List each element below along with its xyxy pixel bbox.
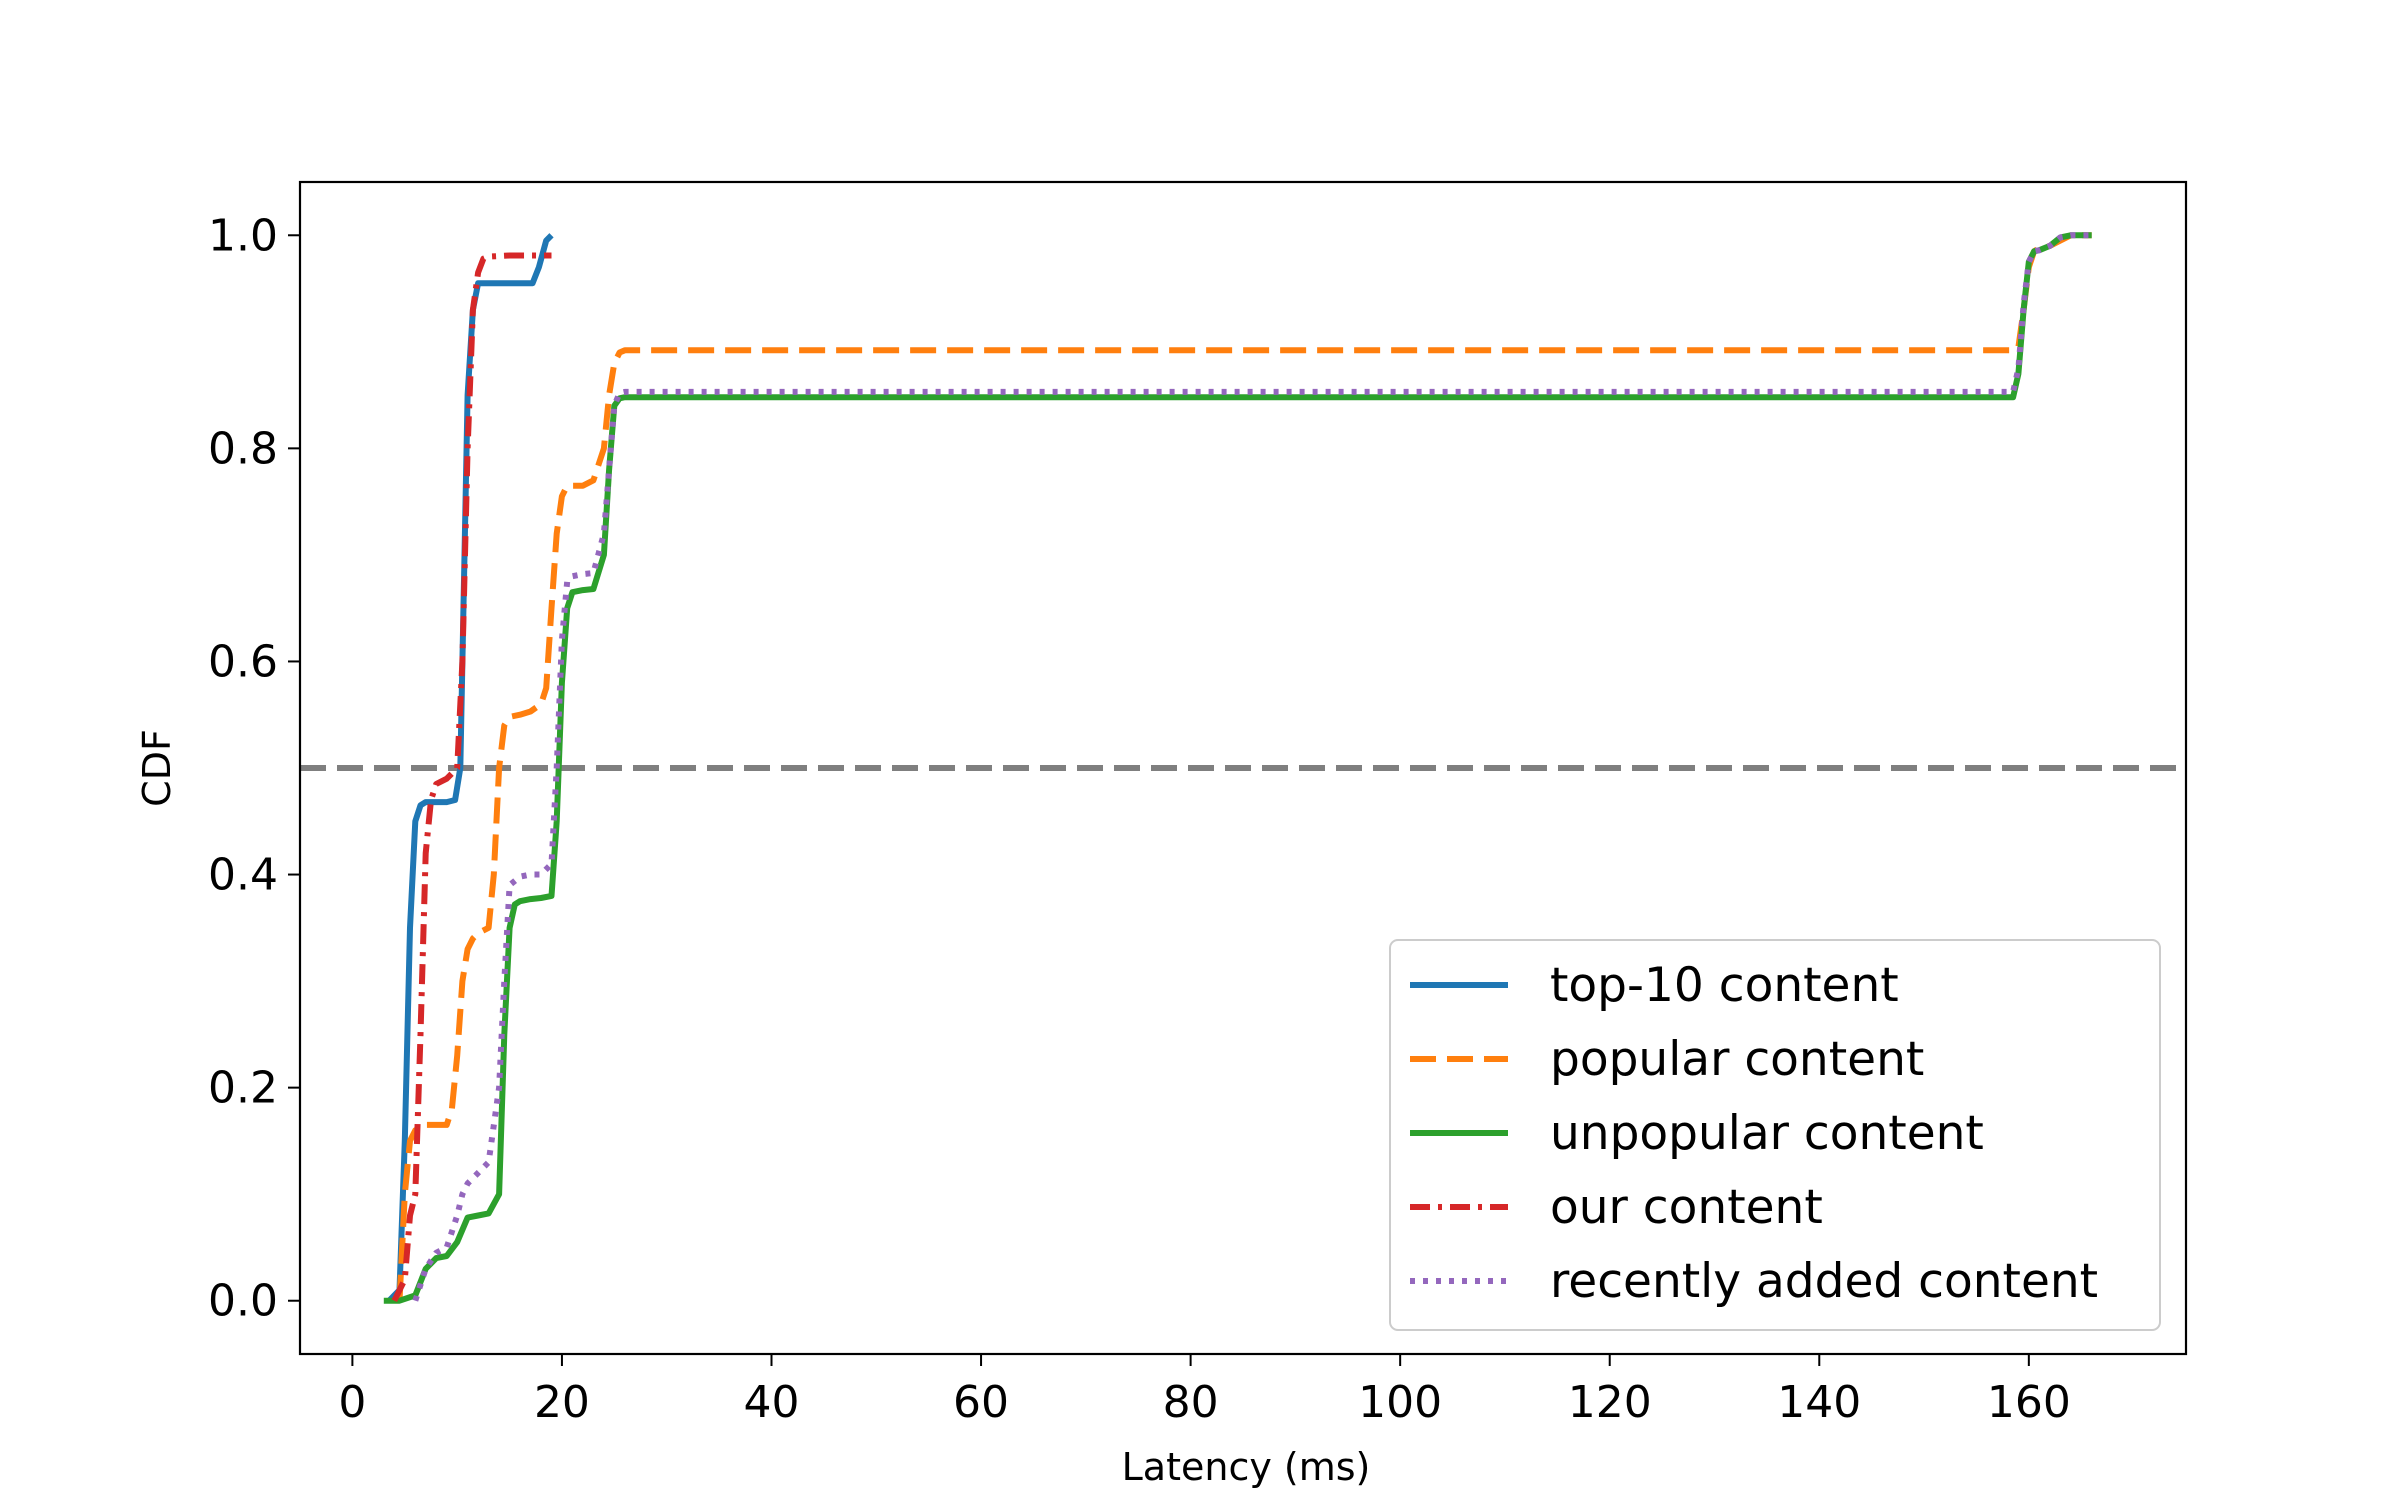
x-tick-label: 120	[1568, 1377, 1652, 1428]
legend-box	[1389, 939, 2161, 1331]
x-tick-label: 0	[338, 1377, 366, 1428]
x-tick-label: 100	[1358, 1377, 1442, 1428]
y-tick-label: 0.6	[208, 636, 278, 687]
y-tick-label: 0.4	[208, 850, 278, 901]
y-tick-label: 0.8	[208, 423, 278, 474]
x-tick-label: 80	[1163, 1377, 1219, 1428]
y-axis: 0.0 0.2 0.4 0.6 0.8 1.0	[208, 210, 300, 1327]
y-tick-label: 1.0	[208, 210, 278, 261]
series-line-4	[391, 252, 552, 1303]
legend-label: top-10 content	[1550, 958, 1899, 1013]
x-tick-label: 20	[534, 1377, 590, 1428]
x-tick-label: 140	[1777, 1377, 1861, 1428]
y-tick-label: 0.2	[208, 1063, 278, 1114]
series-line-1	[386, 233, 554, 1303]
y-axis-title: CDF	[135, 729, 179, 807]
legend-label: recently added content	[1550, 1254, 2098, 1309]
series-line-3	[383, 232, 2092, 1304]
x-tick-label: 60	[953, 1377, 1009, 1428]
x-axis-title: Latency (ms)	[1122, 1445, 1371, 1489]
x-axis: 0 20 40 60 80 100 120 140 160	[338, 1354, 2071, 1428]
legend-label: our content	[1550, 1180, 1823, 1235]
legend: top-10 content popular content unpopular c…	[1389, 939, 2161, 1331]
legend-label: unpopular content	[1550, 1106, 1984, 1161]
x-tick-label: 40	[744, 1377, 800, 1428]
y-tick-label: 0.0	[208, 1276, 278, 1327]
plot-frame	[298, 180, 2188, 1356]
legend-label: popular content	[1550, 1032, 1924, 1087]
x-tick-label: 160	[1987, 1377, 2071, 1428]
